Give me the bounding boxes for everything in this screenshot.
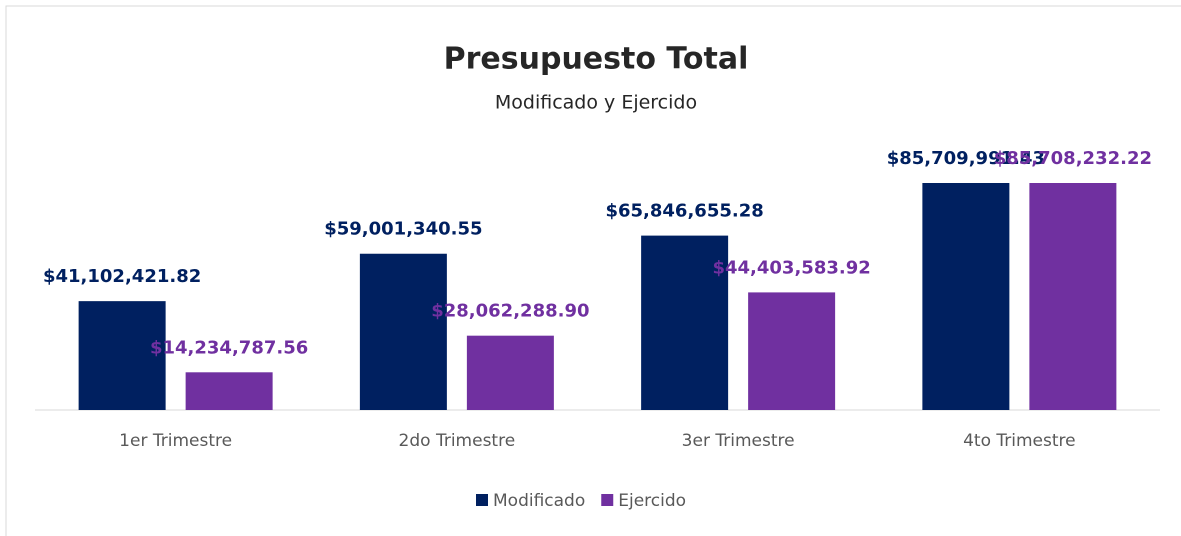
- bar: [748, 292, 836, 410]
- data-label: $44,403,583.92: [712, 257, 870, 278]
- data-label: $41,102,421.82: [43, 266, 201, 287]
- bar: [185, 372, 273, 410]
- legend-swatch: [476, 494, 488, 506]
- bar: [1029, 183, 1117, 410]
- bar: [641, 235, 729, 410]
- data-label: $59,001,340.55: [324, 219, 482, 240]
- data-label: $14,234,787.56: [150, 337, 308, 358]
- x-tick-label: 4to Trimestre: [963, 431, 1076, 451]
- bar: [359, 253, 447, 410]
- bar: [922, 183, 1010, 410]
- bar: [78, 301, 166, 410]
- chart-subtitle: Modificado y Ejercido: [495, 92, 697, 114]
- chart-title: Presupuesto Total: [444, 42, 749, 77]
- data-label: $85,709,991.43: [887, 148, 1045, 169]
- x-tick-label: 3er Trimestre: [682, 431, 795, 451]
- legend-swatch: [601, 494, 614, 506]
- data-label: $65,846,655.28: [605, 201, 763, 222]
- bar: [466, 335, 554, 410]
- legend-label: Ejercido: [618, 491, 686, 511]
- data-label: $28,062,288.90: [431, 301, 589, 322]
- x-tick-label: 1er Trimestre: [119, 431, 232, 451]
- x-tick-label: 2do Trimestre: [399, 431, 516, 451]
- legend-label: Modificado: [493, 491, 585, 511]
- data-label: $85,708,232.22: [994, 148, 1152, 169]
